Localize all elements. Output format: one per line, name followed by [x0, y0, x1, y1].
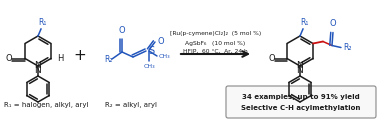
Text: O: O: [330, 20, 336, 28]
Text: O: O: [268, 54, 275, 63]
Text: +: +: [74, 49, 86, 64]
Text: Selective C-H acylmethylation: Selective C-H acylmethylation: [241, 105, 361, 111]
Text: H: H: [57, 54, 64, 63]
Text: R₁: R₁: [38, 18, 46, 27]
Text: N: N: [35, 66, 41, 75]
Text: O: O: [119, 26, 125, 35]
Text: R₂: R₂: [343, 43, 352, 52]
Text: CH₃: CH₃: [159, 54, 170, 59]
Text: S: S: [148, 46, 154, 56]
Text: 34 examples, up to 91% yield: 34 examples, up to 91% yield: [242, 94, 360, 100]
Text: R₁ = halogen, alkyl, aryl: R₁ = halogen, alkyl, aryl: [4, 102, 88, 108]
Text: CH₃: CH₃: [143, 64, 155, 69]
Text: N: N: [297, 66, 304, 75]
Text: R₂ = alkyl, aryl: R₂ = alkyl, aryl: [105, 102, 157, 108]
Text: O: O: [158, 37, 165, 45]
Text: O: O: [5, 54, 12, 63]
Text: N: N: [297, 62, 304, 70]
Text: HFIP,  60 °C,  Ar, 24 h: HFIP, 60 °C, Ar, 24 h: [183, 49, 248, 54]
Text: N: N: [35, 62, 41, 70]
Text: R₁: R₁: [300, 18, 308, 27]
FancyBboxPatch shape: [226, 86, 376, 118]
Text: R₂: R₂: [105, 55, 113, 64]
Text: [Ru(p-cymene)Cl₂]₂  (5 mol %): [Ru(p-cymene)Cl₂]₂ (5 mol %): [170, 32, 261, 37]
Text: AgSbF₆   (10 mol %): AgSbF₆ (10 mol %): [185, 40, 246, 45]
